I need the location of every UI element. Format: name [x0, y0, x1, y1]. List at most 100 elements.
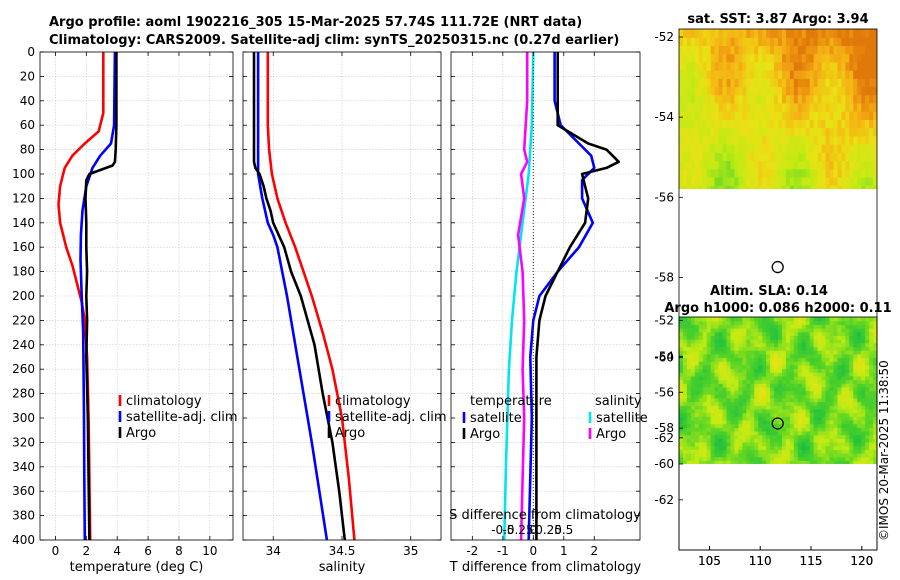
- sst_map-cell: [778, 135, 783, 145]
- sla_map-cell: [742, 357, 747, 362]
- sst_map-cell: [770, 119, 775, 129]
- difference-xtick-label: -2: [466, 544, 478, 558]
- sla_map-cell: [766, 405, 771, 410]
- sla_map-cell: [841, 328, 846, 333]
- sla_map-ytick-label: -58: [654, 421, 674, 435]
- sst_map-cell: [829, 45, 835, 55]
- sla_map-cell: [710, 401, 716, 406]
- sla_map-cell: [809, 335, 815, 340]
- sst_map-cell: [869, 193, 874, 202]
- sla_map-cell: [734, 394, 739, 399]
- sla_map-cell: [869, 401, 874, 406]
- sst_map-cell: [782, 152, 787, 161]
- sla_map-cell: [714, 331, 720, 336]
- sst_map-cell: [818, 193, 823, 202]
- sla_map-cell: [714, 408, 720, 414]
- sst_map-cell: [695, 234, 700, 243]
- sla_map-cell: [849, 317, 854, 322]
- sla_map-cell: [770, 390, 775, 395]
- sst_map-cell: [797, 160, 803, 170]
- sla_map-cell: [758, 441, 763, 447]
- sla_map-cell: [714, 346, 720, 351]
- sla_map-cell: [821, 320, 827, 325]
- sla_map-cell: [694, 320, 700, 325]
- sla_map-cell: [714, 419, 720, 425]
- sst_map-cell: [774, 202, 779, 211]
- sla_map-cell: [801, 375, 807, 381]
- sst_map-cell: [778, 70, 783, 79]
- sst_map-cell: [710, 94, 716, 104]
- sst_map-cell: [722, 53, 728, 63]
- sst_map-cell: [826, 251, 831, 260]
- sla_map-cell: [762, 350, 767, 355]
- sst_map-cell: [762, 29, 767, 38]
- sst_map-cell: [731, 226, 736, 235]
- sla_map-cell: [702, 328, 708, 333]
- sla_map-cell: [845, 361, 850, 366]
- sla_map-cell: [754, 401, 759, 406]
- sla_map-cell: [690, 324, 696, 329]
- sla_map-cell: [722, 342, 728, 347]
- sst_map-cell: [683, 61, 688, 71]
- sla_map-cell: [754, 324, 759, 329]
- sst_map-cell: [734, 259, 739, 268]
- sst_map-cell: [873, 37, 877, 46]
- sla_map-cell: [833, 364, 838, 370]
- sst_map-cell: [813, 45, 819, 55]
- sla_map-cell: [793, 438, 799, 443]
- sla_map-cell: [702, 346, 708, 351]
- sst_map-cell: [853, 193, 858, 202]
- sla_map-cell: [766, 416, 771, 421]
- sst_map-cell: [865, 102, 870, 112]
- sst_map-cell: [797, 135, 803, 145]
- sst_map-cell: [861, 152, 866, 161]
- sla_map-cell: [857, 416, 862, 421]
- sla_map-cell: [750, 452, 755, 458]
- sla_map-cell: [722, 445, 728, 450]
- sst_map-cell: [754, 168, 759, 178]
- figure-title-line2: Climatology: CARS2009. Satellite-adj cli…: [49, 33, 620, 48]
- sst_map-cell: [746, 86, 751, 96]
- sst_map-cell: [707, 234, 712, 243]
- sst_map-cell: [703, 202, 708, 211]
- sst_map-cell: [683, 234, 688, 243]
- sla_map-cell: [698, 434, 704, 439]
- sst_map-cell: [841, 243, 846, 252]
- sst_map-cell: [707, 193, 712, 202]
- sst_map-cell: [805, 127, 811, 137]
- sst_map-cell: [742, 267, 747, 276]
- sst_map-cell: [837, 45, 842, 55]
- sst_map-cell: [817, 45, 823, 55]
- sst_map-cell: [873, 29, 877, 38]
- sst_map-cell: [679, 94, 684, 104]
- sst_map-cell: [698, 185, 704, 189]
- sst_map-cell: [702, 185, 708, 189]
- sst_map-cell: [687, 234, 692, 243]
- sla_map-cell: [702, 394, 708, 399]
- sla_map-cell: [679, 361, 684, 366]
- sst_map-cell: [702, 111, 708, 120]
- sla_map-cell: [825, 390, 831, 395]
- sst_map-cell: [695, 259, 700, 268]
- sst_map-cell: [778, 226, 783, 235]
- sst_map-cell: [754, 127, 759, 137]
- sla_map-cell: [782, 452, 787, 458]
- sst_map-cell: [758, 160, 763, 170]
- sla_map-cell: [726, 342, 732, 347]
- sst_map-cell: [706, 45, 712, 55]
- sst_map-cell: [734, 168, 739, 178]
- sst_map-cell: [798, 226, 803, 235]
- sst_map-cell: [719, 259, 724, 268]
- sla_map-cell: [770, 427, 775, 432]
- sla_map-cell: [770, 430, 775, 436]
- sst_map-cell: [817, 135, 823, 145]
- sst_map-cell: [742, 37, 747, 46]
- sst_map-cell: [710, 45, 716, 55]
- sla_map-cell: [774, 394, 779, 399]
- sst_map-cell: [706, 168, 712, 178]
- sla_map-cell: [865, 416, 870, 421]
- sst_map-cell: [727, 218, 732, 227]
- sla_map-cell: [738, 317, 743, 322]
- sst_map-cell: [762, 119, 767, 129]
- sla_map-cell: [817, 430, 823, 436]
